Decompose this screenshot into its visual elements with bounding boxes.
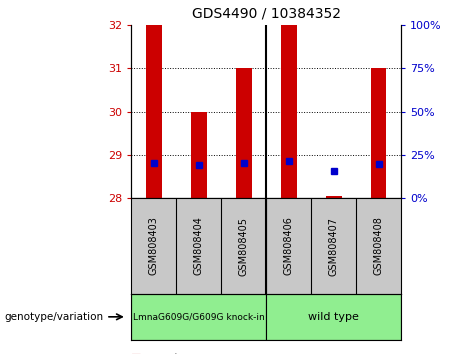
Text: LmnaG609G/G609G knock-in: LmnaG609G/G609G knock-in: [133, 312, 265, 321]
Bar: [191, 112, 207, 198]
Bar: [236, 68, 252, 198]
Bar: [281, 25, 296, 198]
Text: wild type: wild type: [308, 312, 359, 322]
Text: GSM808407: GSM808407: [329, 217, 339, 275]
Title: GDS4490 / 10384352: GDS4490 / 10384352: [192, 7, 341, 21]
Text: genotype/variation: genotype/variation: [5, 312, 104, 322]
Text: GSM808408: GSM808408: [373, 217, 384, 275]
Bar: [371, 68, 386, 198]
Bar: [326, 196, 342, 198]
Text: GSM808405: GSM808405: [239, 217, 249, 275]
Text: GSM808406: GSM808406: [284, 217, 294, 275]
Text: count: count: [150, 353, 179, 354]
Text: ■: ■: [131, 353, 142, 354]
Bar: [266, 294, 401, 340]
Bar: [131, 294, 266, 340]
Bar: [146, 25, 162, 198]
Text: GSM808403: GSM808403: [149, 217, 159, 275]
Text: GSM808404: GSM808404: [194, 217, 204, 275]
